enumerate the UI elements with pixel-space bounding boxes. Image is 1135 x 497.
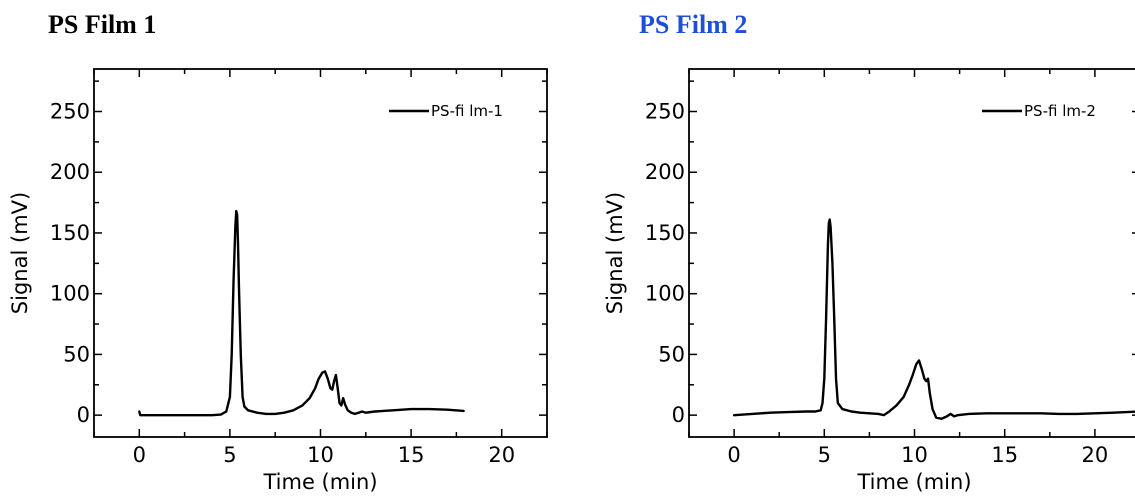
x-tick-label: 5 <box>223 443 236 467</box>
x-tick-label: 10 <box>901 443 928 467</box>
y-tick-label: 100 <box>645 282 685 306</box>
x-tick-label: 15 <box>991 443 1018 467</box>
y-tick-label: 200 <box>50 160 90 184</box>
y-axis-label: Signal (mV) <box>603 192 627 314</box>
x-tick-label: 10 <box>307 443 334 467</box>
y-tick-label: 150 <box>645 221 685 245</box>
x-tick-label: 0 <box>133 443 146 467</box>
x-tick-label: 20 <box>1082 443 1109 467</box>
y-tick-label: 50 <box>658 342 685 366</box>
series-line <box>138 209 465 417</box>
y-tick-label: 0 <box>77 403 90 427</box>
x-axis-label: Time (min) <box>856 470 971 494</box>
y-tick-label: 50 <box>63 342 90 366</box>
y-tick-label: 150 <box>50 221 90 245</box>
x-tick-label: 20 <box>488 443 515 467</box>
y-tick-label: 100 <box>50 282 90 306</box>
plot-frame <box>93 68 548 438</box>
legend-entry: PS-fi lm-1 <box>431 102 503 120</box>
y-tick-label: 250 <box>50 100 90 124</box>
x-axis-label: Time (min) <box>262 470 377 494</box>
x-tick-label: 5 <box>818 443 831 467</box>
y-tick-label: 250 <box>645 100 685 124</box>
y-tick-label: 200 <box>645 160 685 184</box>
legend-entry: PS-fi lm-2 <box>1024 102 1096 120</box>
series-line <box>732 218 1135 420</box>
plot-frame <box>688 68 1135 438</box>
y-axis-label: Signal (mV) <box>8 192 32 314</box>
y-tick-label: 0 <box>672 403 685 427</box>
panel-title-1: PS Film 1 <box>48 10 157 39</box>
panel-title-2: PS Film 2 <box>639 10 748 39</box>
x-tick-label: 15 <box>398 443 425 467</box>
x-tick-label: 0 <box>727 443 740 467</box>
